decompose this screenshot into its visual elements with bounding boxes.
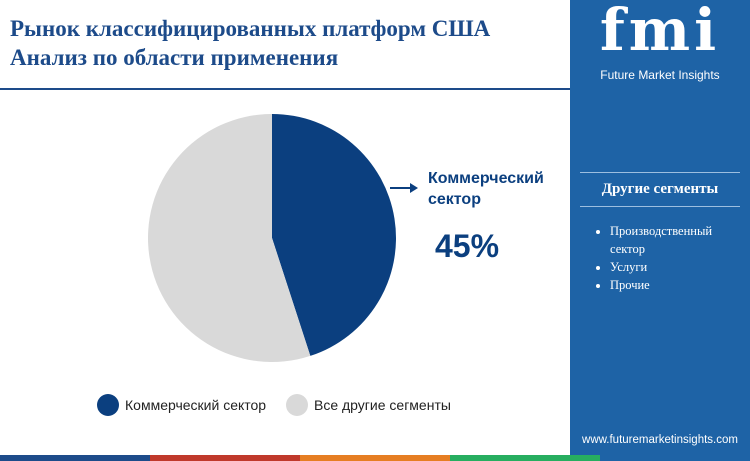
sidebar-item: Прочие <box>610 276 750 294</box>
title-block: Рынок классифицированных платформ США Ан… <box>10 14 490 72</box>
value-label: 45% <box>435 228 500 264</box>
chart-subtitle: Анализ по области применения <box>10 45 339 70</box>
callout-label: Коммерческий сектор <box>428 170 544 208</box>
title-rule <box>0 88 570 90</box>
pie-slice <box>272 114 396 356</box>
color-strip <box>0 455 750 461</box>
chart: Коммерческий сектор Все другие сегменты <box>97 114 451 416</box>
legend-label: Коммерческий сектор <box>125 397 266 413</box>
legend-label: Все другие сегменты <box>314 397 451 413</box>
legend-swatch <box>286 394 308 416</box>
sidebar-item: Производственный сектор <box>610 222 750 258</box>
sidebar-item: Услуги <box>610 258 750 276</box>
website-url: www.futuremarketinsights.com <box>582 434 738 446</box>
brand-name: Future Market Insights <box>600 68 720 82</box>
sidebar-heading: Другие сегменты <box>580 172 740 207</box>
callout-arrowhead <box>410 183 418 193</box>
legend-swatch <box>97 394 119 416</box>
sidebar: fmi Future Market Insights Другие сегмен… <box>570 0 750 455</box>
sidebar-list: Производственный секторУслугиПрочие <box>592 222 750 294</box>
pie-slice <box>147 114 311 362</box>
logo: fmi <box>599 0 721 64</box>
chart-title: Рынок классифицированных платформ США <box>10 16 491 41</box>
